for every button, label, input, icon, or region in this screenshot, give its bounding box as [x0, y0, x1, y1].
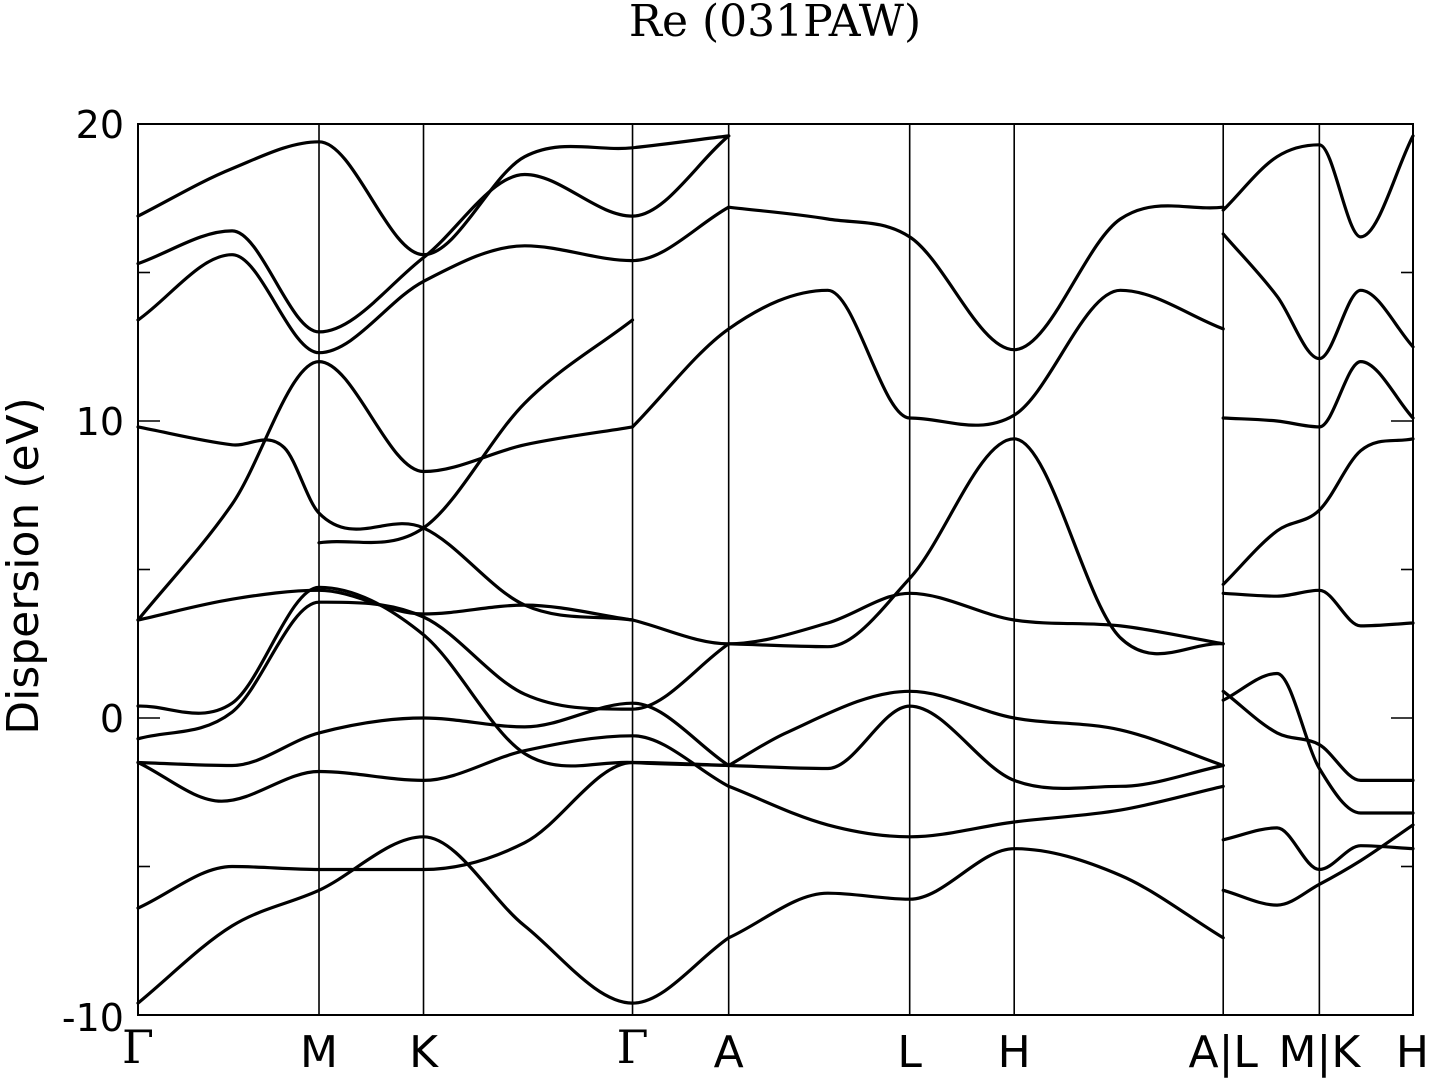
y-ticks: -10 0 10 20: [62, 103, 1413, 1040]
band-line-11: [136, 588, 635, 622]
band-line-14: [136, 360, 635, 622]
band-line-17: [630, 288, 1225, 429]
band-line-18: [136, 205, 731, 355]
band-line-12: [630, 591, 1225, 646]
x-tick-label-9: M|K: [1279, 1027, 1362, 1078]
band-line-28: [1221, 360, 1415, 429]
x-tick-label-10: H: [1396, 1027, 1429, 1078]
x-tick-label-1: Γ: [122, 1020, 154, 1074]
band-line-4: [136, 734, 731, 803]
plot-frame: [137, 123, 1414, 1016]
band-line-20: [136, 134, 731, 334]
y-tick-label-4: 20: [76, 103, 124, 147]
band-line-27: [1221, 437, 1415, 586]
x-tick-label-3: K: [409, 1027, 439, 1078]
band-line-13: [727, 437, 1225, 656]
band-line-15: [136, 425, 635, 622]
band-line-30: [1221, 134, 1415, 239]
band-line-22: [1221, 826, 1415, 872]
band-line-5: [727, 784, 1225, 839]
band-line-26: [1221, 588, 1415, 628]
band-lines: [136, 134, 1415, 1005]
high-symmetry-lines: [318, 124, 1321, 1015]
y-tick-label-2: 0: [100, 697, 124, 741]
band-line-6: [136, 701, 731, 768]
chart-title: Re (031PAW): [629, 0, 921, 47]
x-tick-label-8: A|L: [1188, 1027, 1258, 1078]
band-line-21: [136, 134, 731, 257]
y-axis-label: Dispersion (eV): [0, 397, 49, 735]
x-tick-label-7: H: [998, 1027, 1031, 1078]
band-line-29: [1221, 232, 1415, 361]
x-tick-label-6: L: [897, 1027, 922, 1078]
band-line-23: [1221, 823, 1415, 907]
x-tick-label-5: A: [714, 1027, 744, 1078]
band-line-1: [136, 835, 731, 1005]
x-tick-labels: Γ M K Γ A L H A|L M|K H: [122, 1020, 1429, 1078]
band-line-7: [727, 704, 1225, 791]
x-tick-label-4: Γ: [617, 1020, 649, 1074]
y-tick-label-3: 10: [76, 400, 124, 444]
y-tick-label-1: -10: [62, 996, 124, 1040]
band-line-2: [727, 847, 1225, 940]
band-line-19: [727, 204, 1225, 352]
band-line-16: [317, 318, 635, 545]
band-line-8: [727, 689, 1225, 768]
band-line-3: [136, 760, 731, 910]
x-tick-label-2: M: [300, 1027, 338, 1078]
